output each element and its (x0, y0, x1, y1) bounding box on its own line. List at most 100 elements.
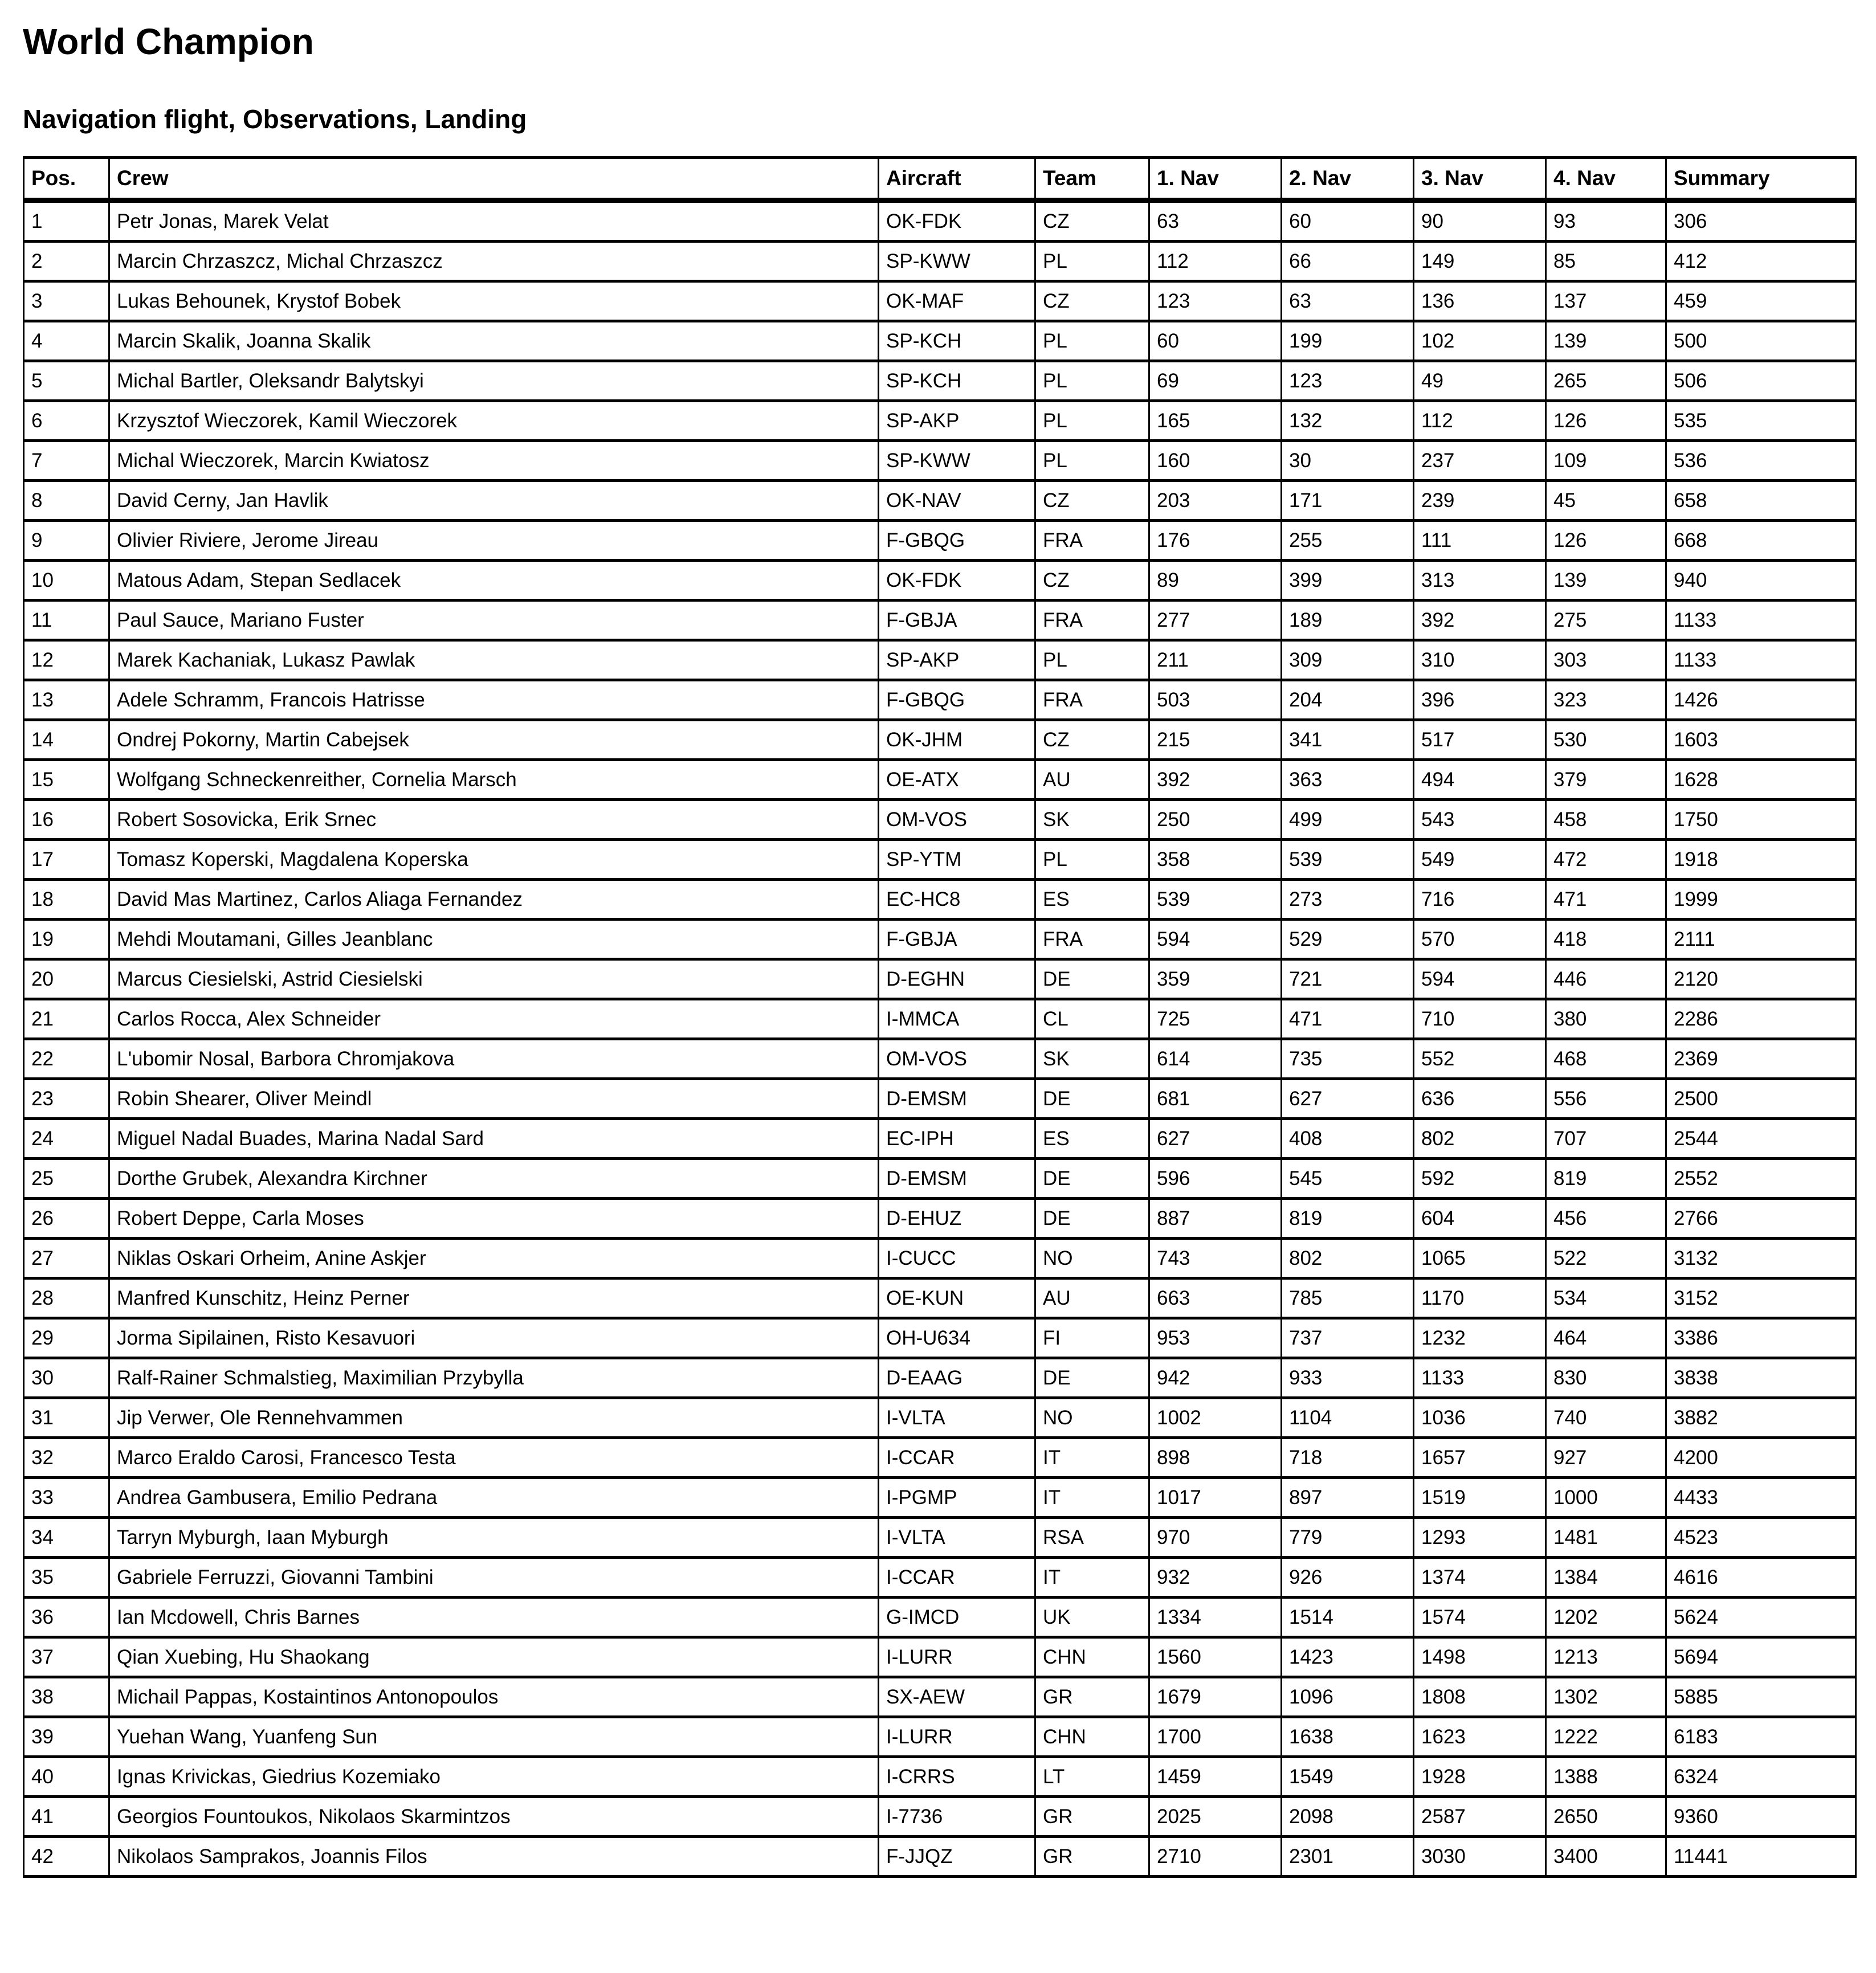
cell-aircraft: OE-KUN (878, 1277, 1036, 1320)
cell-nav1: 69 (1148, 360, 1282, 402)
cell-nav3: 1065 (1413, 1237, 1547, 1280)
cell-summary: 940 (1665, 559, 1857, 602)
cell-nav2: 2301 (1280, 1835, 1414, 1878)
cell-team: DE (1034, 1077, 1150, 1120)
cell-nav1: 539 (1148, 878, 1282, 921)
table-row: 25 Dorthe Grubek, Alexandra Kirchner D-EMS… (23, 1157, 1857, 1200)
table-row: 10 Matous Adam, Stepan Sedlacek OK-FDK CZ 89… (23, 559, 1857, 602)
cell-nav1: 203 (1148, 479, 1282, 522)
cell-team: PL (1034, 399, 1150, 442)
cell-aircraft: OK-NAV (878, 479, 1036, 522)
table-row: 40 Ignas Krivickas, Giedrius Kozemiako I-C… (23, 1755, 1857, 1798)
cell-nav3: 1170 (1413, 1277, 1547, 1320)
cell-nav3: 1623 (1413, 1715, 1547, 1758)
cell-aircraft: SP-KWW (878, 240, 1036, 283)
cell-crew: Robert Deppe, Carla Moses (108, 1197, 879, 1240)
cell-nav3: 802 (1413, 1117, 1547, 1160)
cell-nav1: 725 (1148, 998, 1282, 1040)
cell-team: DE (1034, 1157, 1150, 1200)
cell-nav2: 499 (1280, 798, 1414, 841)
cell-nav2: 132 (1280, 399, 1414, 442)
cell-team: PL (1034, 320, 1150, 362)
cell-nav4: 530 (1545, 718, 1667, 761)
cell-pos: 31 (23, 1396, 110, 1439)
table-row: 29 Jorma Sipilainen, Risto Kesavuori OH-U6… (23, 1317, 1857, 1359)
cell-aircraft: I-LURR (878, 1636, 1036, 1678)
cell-pos: 38 (23, 1676, 110, 1718)
table-row: 20 Marcus Ciesielski, Astrid Ciesielski D-… (23, 958, 1857, 1000)
cell-crew: Tarryn Myburgh, Iaan Myburgh (108, 1516, 879, 1559)
cell-pos: 11 (23, 599, 110, 642)
cell-team: IT (1034, 1476, 1150, 1519)
cell-pos: 28 (23, 1277, 110, 1320)
cell-crew: Marcin Skalik, Joanna Skalik (108, 320, 879, 362)
cell-nav2: 255 (1280, 519, 1414, 562)
cell-team: PL (1034, 838, 1150, 881)
cell-nav3: 517 (1413, 718, 1547, 761)
column-header-pos: Pos. (23, 156, 110, 203)
cell-team: SK (1034, 798, 1150, 841)
cell-crew: Ian Mcdowell, Chris Barnes (108, 1596, 879, 1639)
cell-nav1: 681 (1148, 1077, 1282, 1120)
cell-nav1: 1002 (1148, 1396, 1282, 1439)
cell-nav4: 456 (1545, 1197, 1667, 1240)
cell-crew: Krzysztof Wieczorek, Kamil Wieczorek (108, 399, 879, 442)
cell-summary: 3152 (1665, 1277, 1857, 1320)
cell-pos: 20 (23, 958, 110, 1000)
cell-nav1: 953 (1148, 1317, 1282, 1359)
table-row: 13 Adele Schramm, Francois Hatrisse F-GBQG… (23, 679, 1857, 721)
cell-nav3: 1808 (1413, 1676, 1547, 1718)
cell-nav2: 204 (1280, 679, 1414, 721)
cell-summary: 4616 (1665, 1556, 1857, 1599)
cell-aircraft: OK-FDK (878, 199, 1036, 243)
cell-nav2: 785 (1280, 1277, 1414, 1320)
cell-nav2: 171 (1280, 479, 1414, 522)
cell-aircraft: OK-FDK (878, 559, 1036, 602)
cell-nav2: 539 (1280, 838, 1414, 881)
cell-team: ES (1034, 878, 1150, 921)
cell-nav4: 556 (1545, 1077, 1667, 1120)
cell-summary: 6183 (1665, 1715, 1857, 1758)
cell-crew: Lukas Behounek, Krystof Bobek (108, 280, 879, 322)
cell-pos: 23 (23, 1077, 110, 1120)
cell-nav2: 802 (1280, 1237, 1414, 1280)
cell-crew: Matous Adam, Stepan Sedlacek (108, 559, 879, 602)
cell-crew: Dorthe Grubek, Alexandra Kirchner (108, 1157, 879, 1200)
cell-nav1: 250 (1148, 798, 1282, 841)
cell-team: IT (1034, 1436, 1150, 1479)
cell-summary: 1133 (1665, 639, 1857, 681)
column-header-summary: Summary (1665, 156, 1857, 203)
table-row: 19 Mehdi Moutamani, Gilles Jeanblanc F-GBJ… (23, 918, 1857, 961)
cell-team: NO (1034, 1237, 1150, 1280)
cell-team: PL (1034, 639, 1150, 681)
cell-nav2: 123 (1280, 360, 1414, 402)
cell-team: AU (1034, 758, 1150, 801)
cell-nav1: 1560 (1148, 1636, 1282, 1678)
cell-nav4: 1384 (1545, 1556, 1667, 1599)
cell-nav3: 392 (1413, 599, 1547, 642)
cell-pos: 10 (23, 559, 110, 602)
cell-crew: Andrea Gambusera, Emilio Pedrana (108, 1476, 879, 1519)
cell-summary: 1918 (1665, 838, 1857, 881)
cell-summary: 2286 (1665, 998, 1857, 1040)
cell-team: UK (1034, 1596, 1150, 1639)
cell-crew: David Mas Martinez, Carlos Aliaga Fernan… (108, 878, 879, 921)
cell-nav2: 273 (1280, 878, 1414, 921)
cell-pos: 1 (23, 199, 110, 243)
cell-aircraft: OK-MAF (878, 280, 1036, 322)
cell-pos: 32 (23, 1436, 110, 1479)
cell-nav3: 136 (1413, 280, 1547, 322)
cell-summary: 6324 (1665, 1755, 1857, 1798)
table-row: 31 Jip Verwer, Ole Rennehvammen I-VLTA NO 10… (23, 1396, 1857, 1439)
cell-nav1: 358 (1148, 838, 1282, 881)
cell-summary: 658 (1665, 479, 1857, 522)
cell-nav4: 458 (1545, 798, 1667, 841)
table-row: 12 Marek Kachaniak, Lukasz Pawlak SP-AKP PL… (23, 639, 1857, 681)
cell-aircraft: I-MMCA (878, 998, 1036, 1040)
column-header-nav4: 4. Nav (1545, 156, 1667, 203)
cell-nav1: 627 (1148, 1117, 1282, 1160)
cell-aircraft: SX-AEW (878, 1676, 1036, 1718)
cell-nav1: 176 (1148, 519, 1282, 562)
column-header-team: Team (1034, 156, 1150, 203)
cell-nav3: 494 (1413, 758, 1547, 801)
